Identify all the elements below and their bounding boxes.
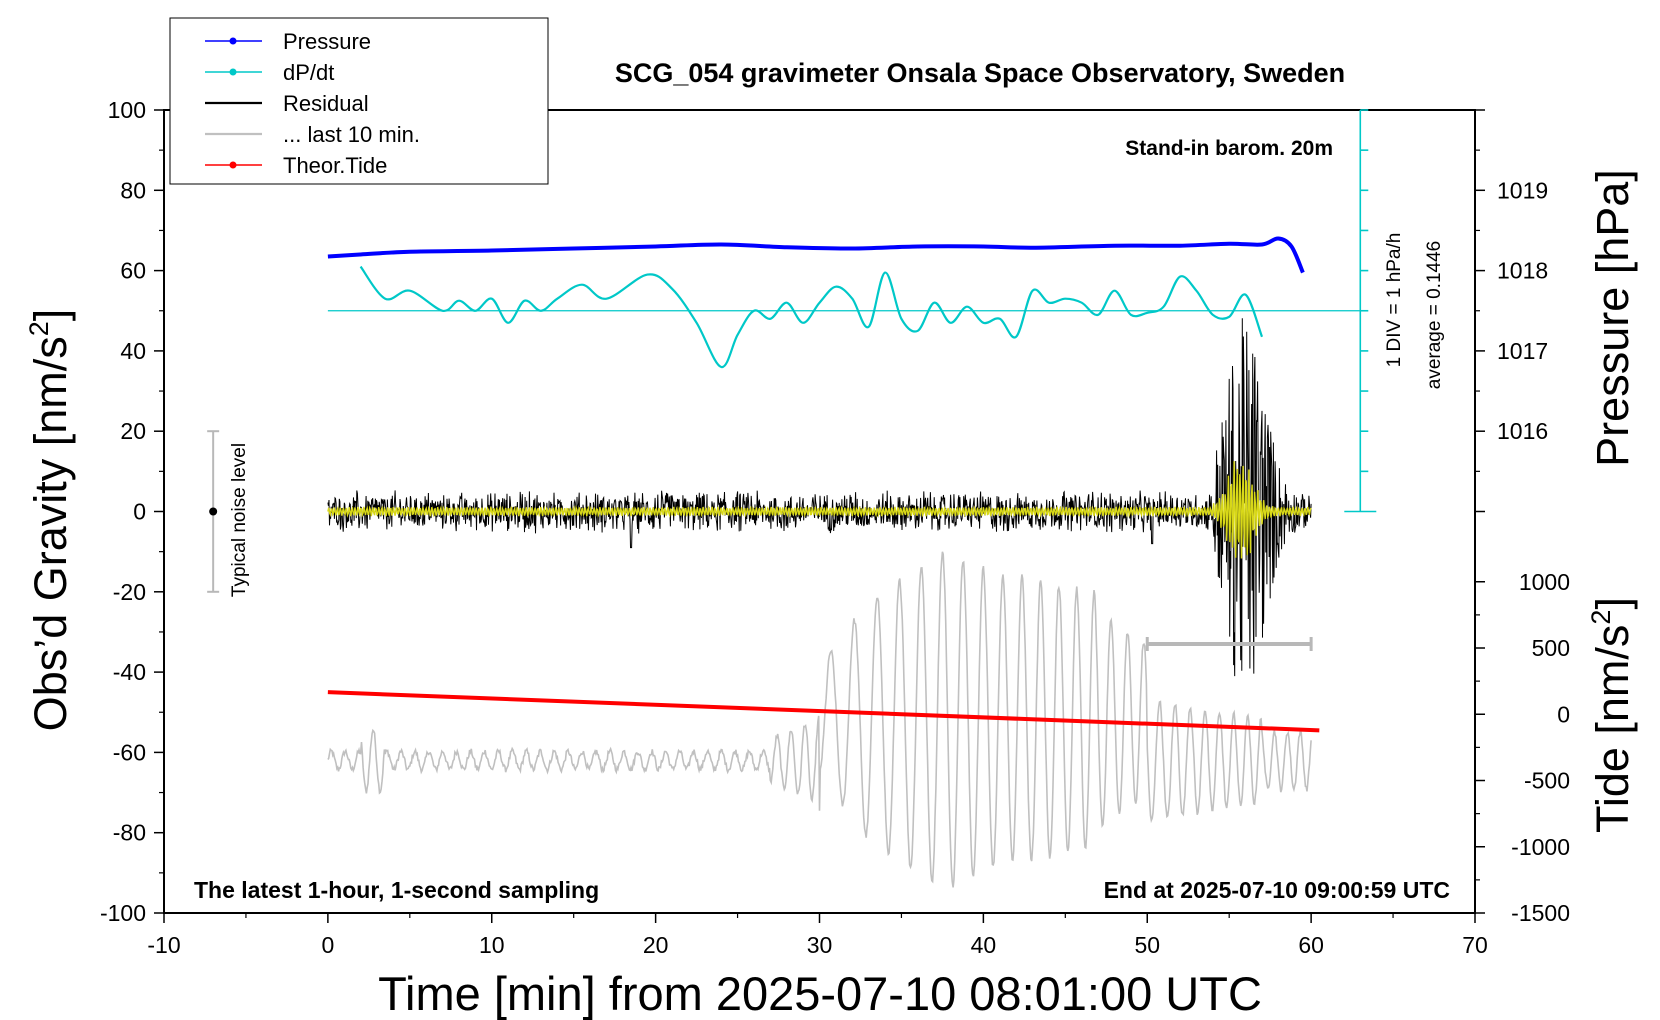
- legend-label: Theor.Tide: [283, 153, 387, 178]
- tide-axis-ticks: -1500 -1000 -500 0 500 1000: [1475, 569, 1570, 926]
- y-tick-label: -40: [113, 659, 146, 685]
- annotation-bars: [207, 109, 1377, 651]
- y-tick-label: 100: [108, 97, 146, 123]
- legend-label: ... last 10 min.: [283, 122, 420, 147]
- y-tick-label: -20: [113, 579, 146, 605]
- residual-filtered-series: [327, 461, 1312, 559]
- bottom-right-note: End at 2025-07-10 09:00:59 UTC: [1104, 877, 1450, 903]
- legend-marker: [229, 68, 237, 76]
- residual-line: [327, 318, 1312, 677]
- tide-tick-label: 1000: [1519, 569, 1570, 595]
- tide-tick-label: 0: [1557, 701, 1570, 727]
- div-label: 1 DIV = 1 hPa/h: [1384, 233, 1405, 368]
- x-tick-label: -10: [147, 932, 180, 958]
- x-tick-label: 30: [807, 932, 833, 958]
- tide-tick-label: -1500: [1511, 900, 1570, 926]
- y-tick-label: 80: [120, 177, 146, 203]
- y-axis-pressure-label: Pressure [hPa]: [1587, 169, 1638, 467]
- y-axis-tide-label: Tide [nm/s2]: [1586, 597, 1638, 833]
- x-tick-label: 60: [1298, 932, 1324, 958]
- last-10-min-series: [327, 551, 1312, 888]
- x-axis-ticks: -10 0 10 20 30 40 50 60 70: [147, 913, 1488, 958]
- theor-tide-series: [327, 690, 1320, 733]
- y-tick-label: 20: [120, 418, 146, 444]
- residual-filtered-line: [327, 461, 1312, 559]
- legend-label: dP/dt: [283, 60, 334, 85]
- tide-label-sup: 2: [1586, 610, 1616, 625]
- y-axis-left-ticks: -100 -80 -60 -40 -20 0 20 40 60 80 100: [100, 97, 164, 926]
- y-axis-left-label: Obs’d Gravity [nm/s2]: [24, 309, 76, 732]
- average-label: average = 0.1446: [1424, 241, 1445, 389]
- y-tick-label: -80: [113, 820, 146, 846]
- y-tick-label: -100: [100, 900, 146, 926]
- pressure-tick-label: 1017: [1497, 338, 1548, 364]
- barometer-note: Stand-in barom. 20m: [1125, 137, 1333, 160]
- x-tick-label: 50: [1134, 932, 1160, 958]
- legend-marker: [229, 37, 237, 45]
- y-tick-label: 0: [133, 499, 146, 525]
- legend-box: [169, 17, 549, 185]
- x-tick-label: 0: [321, 932, 334, 958]
- x-tick-label: 70: [1462, 932, 1488, 958]
- pressure-tick-label: 1018: [1497, 258, 1548, 284]
- y-left-label-end: ]: [25, 309, 76, 322]
- x-tick-label: 20: [643, 932, 669, 958]
- dpdt-series: [327, 265, 1366, 369]
- legend: Pressure dP/dt Residual ... last 10 min. The…: [169, 17, 549, 185]
- y-left-label-main: Obs’d Gravity [nm/s: [25, 336, 76, 731]
- dpdt-line: [359, 265, 1264, 369]
- y-left-label-sup: 2: [24, 321, 54, 336]
- tide-label-main: Tide [nm/s: [1587, 625, 1638, 833]
- pressure-axis-ticks: 1016 1017 1018 1019: [1474, 109, 1548, 513]
- chart-title: SCG_054 gravimeter Onsala Space Observat…: [615, 58, 1345, 88]
- x-tick-label: 40: [971, 932, 997, 958]
- tide-tick-label: 500: [1532, 635, 1570, 661]
- noise-label: Typical noise level: [229, 443, 250, 597]
- legend-label: Pressure: [283, 29, 371, 54]
- pressure-line: [327, 236, 1305, 274]
- y-tick-label: 60: [120, 258, 146, 284]
- y-tick-label: 40: [120, 338, 146, 364]
- tide-line: [327, 690, 1320, 733]
- pressure-series: [327, 236, 1305, 274]
- legend-label: Residual: [283, 91, 369, 116]
- legend-marker: [229, 161, 237, 169]
- y-tick-label: -60: [113, 739, 146, 765]
- tide-label-end: ]: [1587, 597, 1638, 610]
- x-tick-label: 10: [479, 932, 505, 958]
- residual-series: [327, 318, 1312, 677]
- tide-tick-label: -500: [1524, 768, 1570, 794]
- pressure-tick-label: 1019: [1497, 177, 1548, 203]
- bottom-left-note: The latest 1-hour, 1-second sampling: [194, 877, 599, 903]
- noise-bar-dot: [209, 507, 218, 516]
- pressure-tick-label: 1016: [1497, 418, 1548, 444]
- x-axis-label: Time [min] from 2025-07-10 08:01:00 UTC: [378, 967, 1262, 1020]
- last-10-min-line: [327, 551, 1312, 888]
- tide-tick-label: -1000: [1511, 834, 1570, 860]
